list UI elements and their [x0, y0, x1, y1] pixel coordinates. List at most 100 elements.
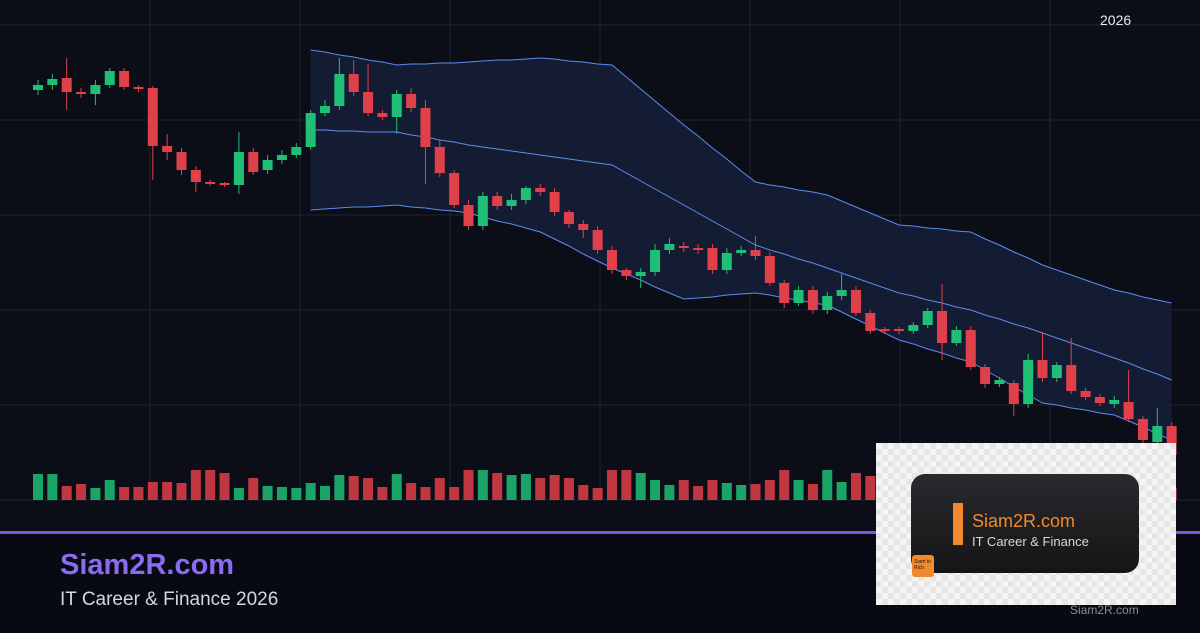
candle-body [477, 196, 488, 226]
year-label: 2026 [1100, 12, 1132, 28]
volume-bar [76, 484, 87, 500]
candle-body [922, 311, 933, 325]
volume-bar [563, 478, 574, 500]
volume-bar [162, 482, 173, 500]
volume-bar [736, 485, 747, 500]
volume-bar [320, 486, 330, 500]
volume-bar [865, 476, 876, 500]
candle-body [61, 78, 72, 92]
volume-bar [607, 470, 617, 500]
candle-body [621, 270, 632, 276]
candle-body [190, 170, 201, 182]
candle-body [291, 147, 302, 155]
candle-body [836, 290, 847, 296]
candle-body [1008, 383, 1019, 404]
volume-bar [190, 470, 201, 500]
candle-body [793, 290, 804, 303]
candle-body [980, 367, 991, 384]
volume-bar [176, 483, 187, 500]
candle-body [248, 152, 259, 172]
candle-body [1094, 397, 1105, 403]
candle-body [90, 85, 101, 94]
volume-bar [363, 478, 374, 500]
candle-body [1080, 391, 1091, 397]
volume-bar [764, 480, 775, 500]
candle-body [664, 244, 675, 250]
volume-bar [549, 475, 560, 500]
volume-bar [147, 482, 158, 500]
logo-subtitle: IT Career & Finance [972, 534, 1089, 549]
brand: Siam2R.com [60, 549, 235, 581]
candle-body [750, 250, 761, 256]
candle-body [721, 253, 732, 270]
volume-bar [420, 487, 431, 500]
candle-body [1123, 402, 1134, 419]
candle-body [1037, 360, 1048, 378]
candle-body [1137, 419, 1148, 440]
volume-bar [707, 480, 718, 500]
volume-bar [506, 475, 517, 500]
candle-body [865, 313, 876, 331]
volume-bar [348, 476, 359, 500]
volume-bar [836, 482, 847, 500]
candle-body [850, 290, 861, 313]
volume-bar [578, 485, 589, 500]
candle-body [463, 205, 474, 226]
watermark: Siam2R.com [1070, 603, 1139, 617]
volume-bar [807, 484, 818, 500]
candle-body [104, 71, 115, 85]
candle-body [406, 94, 417, 108]
volume-bar [276, 487, 287, 500]
volume-bar [477, 470, 488, 500]
band-upper [310, 49, 1172, 304]
candle-body [563, 212, 574, 224]
candle-body [894, 329, 904, 331]
candle-body [1023, 360, 1034, 404]
candle-body [506, 200, 517, 206]
candle-body [578, 224, 589, 230]
candle-body [807, 290, 818, 310]
volume-bar [61, 486, 72, 500]
candle-body [1152, 426, 1163, 442]
logo-box: Siam2R.com IT Career & Finance Siam to R… [876, 443, 1176, 605]
candle-body [449, 173, 460, 205]
volume-bar [391, 474, 402, 500]
candle-body [1109, 400, 1120, 404]
volume-bar [233, 488, 244, 500]
volume-bar [262, 486, 273, 500]
logo-card: Siam2R.com IT Career & Finance [911, 474, 1139, 573]
volume-bar [520, 474, 531, 500]
candle-body [363, 92, 374, 113]
candle-body [693, 248, 704, 250]
volume-bar [650, 480, 661, 500]
candle-body [1166, 426, 1177, 455]
candle-body [951, 330, 962, 343]
candle-body [965, 330, 976, 367]
candle-body [520, 188, 531, 200]
candle-body [219, 183, 230, 185]
logo-title: Siam2R.com [972, 511, 1076, 531]
candle-body [607, 250, 617, 270]
candle-body [908, 325, 919, 331]
volume-bar [133, 487, 144, 500]
volume-bar [291, 488, 302, 500]
candle-body [33, 85, 43, 90]
volume-bar [449, 487, 460, 500]
volume-bar [793, 480, 804, 500]
candle-body [549, 192, 560, 212]
candle-body [678, 246, 689, 248]
volume-bar [104, 480, 115, 500]
candle-body [635, 272, 646, 276]
volume-bar [334, 475, 345, 500]
candle-body [133, 87, 144, 89]
volume-bar [377, 487, 388, 500]
volume-bar [33, 474, 43, 500]
band-middle [310, 129, 1172, 381]
candle-body [47, 79, 58, 85]
volume-bar [750, 484, 761, 500]
volume-bar [492, 473, 503, 500]
volume-bar [721, 483, 732, 500]
volume-bar [248, 478, 259, 500]
candle-body [1051, 365, 1062, 378]
